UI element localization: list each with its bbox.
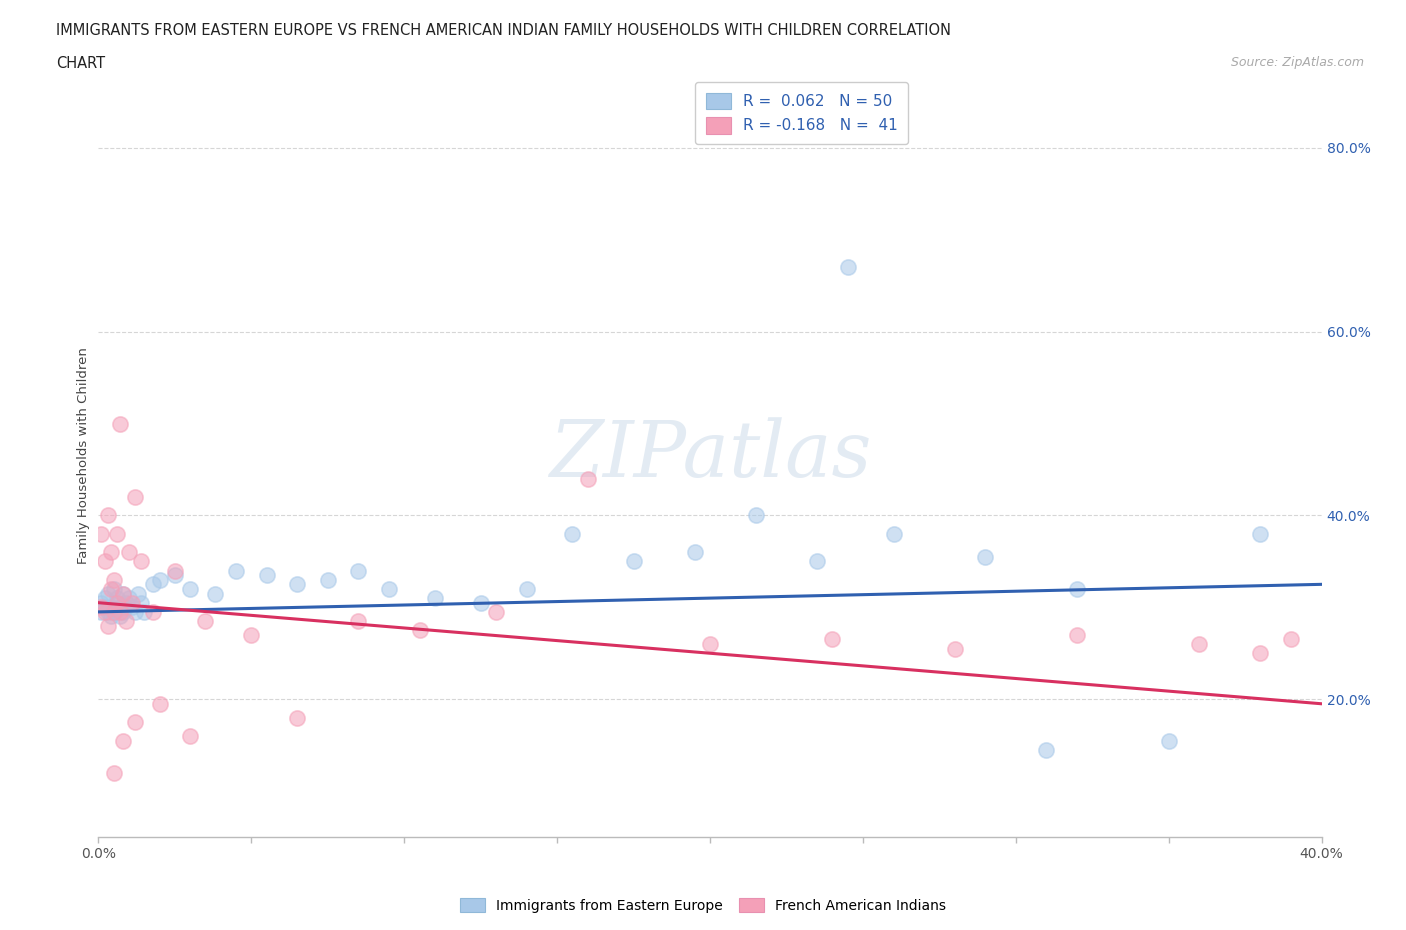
Point [179, 728, 201, 743]
Point [204, 586, 226, 601]
Point [90, 604, 112, 619]
Point [105, 591, 128, 605]
Point [623, 554, 645, 569]
Point [516, 581, 538, 596]
Point [124, 604, 146, 619]
Point [111, 586, 134, 601]
Point [100, 609, 122, 624]
Point [699, 637, 721, 652]
Point [115, 600, 138, 615]
Point [105, 595, 128, 610]
Point [97, 586, 120, 601]
Point [256, 567, 278, 582]
Point [1066, 581, 1088, 596]
Point [124, 715, 146, 730]
Point [1279, 632, 1302, 647]
Point [111, 733, 134, 748]
Point [408, 623, 430, 638]
Point [105, 526, 128, 541]
Text: IMMIGRANTS FROM EASTERN EUROPE VS FRENCH AMERICAN INDIAN FAMILY HOUSEHOLDS WITH : IMMIGRANTS FROM EASTERN EUROPE VS FRENCH… [56, 23, 952, 38]
Point [129, 595, 152, 610]
Point [105, 595, 128, 610]
Point [423, 591, 446, 605]
Point [97, 604, 120, 619]
Point [745, 508, 768, 523]
Point [115, 595, 138, 610]
Point [1188, 637, 1211, 652]
Point [127, 586, 149, 601]
Point [194, 614, 217, 629]
Point [316, 572, 339, 587]
Point [108, 416, 131, 431]
Point [124, 489, 146, 504]
Point [576, 472, 599, 486]
Point [100, 545, 122, 560]
Point [561, 526, 583, 541]
Point [103, 581, 125, 596]
Text: Source: ZipAtlas.com: Source: ZipAtlas.com [1230, 56, 1364, 69]
Point [142, 577, 165, 591]
Point [142, 604, 165, 619]
Point [163, 563, 186, 578]
Point [129, 554, 152, 569]
Point [97, 508, 120, 523]
Point [118, 545, 141, 560]
Point [683, 545, 706, 560]
Point [347, 563, 370, 578]
Point [121, 595, 143, 610]
Point [100, 581, 122, 596]
Point [103, 604, 125, 619]
Point [883, 526, 905, 541]
Point [285, 711, 308, 725]
Point [485, 604, 508, 619]
Point [1066, 628, 1088, 643]
Point [121, 600, 143, 615]
Point [974, 550, 997, 565]
Point [285, 577, 308, 591]
Point [1249, 526, 1271, 541]
Text: ZIPatlas: ZIPatlas [548, 418, 872, 494]
Point [806, 554, 828, 569]
Point [90, 600, 112, 615]
Point [149, 697, 172, 711]
Point [1035, 742, 1057, 757]
Point [93, 554, 115, 569]
Text: CHART: CHART [56, 56, 105, 71]
Legend: Immigrants from Eastern Europe, French American Indians: Immigrants from Eastern Europe, French A… [454, 893, 952, 919]
Point [103, 572, 125, 587]
Point [225, 563, 247, 578]
Point [115, 614, 138, 629]
Legend: R =  0.062   N = 50, R = -0.168   N =  41: R = 0.062 N = 50, R = -0.168 N = 41 [696, 82, 908, 144]
Point [108, 604, 131, 619]
Point [240, 628, 263, 643]
Point [149, 572, 172, 587]
Point [100, 600, 122, 615]
Point [821, 632, 844, 647]
Point [179, 581, 201, 596]
Point [837, 259, 859, 274]
Point [108, 609, 131, 624]
Point [93, 604, 115, 619]
Y-axis label: Family Households with Children: Family Households with Children [77, 347, 90, 565]
Point [111, 604, 134, 619]
Point [163, 567, 186, 582]
Point [103, 765, 125, 780]
Point [118, 591, 141, 605]
Point [90, 526, 112, 541]
Point [1249, 645, 1271, 660]
Point [97, 618, 120, 633]
Point [103, 604, 125, 619]
Point [470, 595, 492, 610]
Point [111, 586, 134, 601]
Point [93, 591, 115, 605]
Point [943, 641, 966, 656]
Point [1157, 733, 1180, 748]
Point [93, 600, 115, 615]
Point [378, 581, 401, 596]
Point [347, 614, 370, 629]
Point [90, 595, 112, 610]
Point [134, 604, 156, 619]
Point [108, 600, 131, 615]
